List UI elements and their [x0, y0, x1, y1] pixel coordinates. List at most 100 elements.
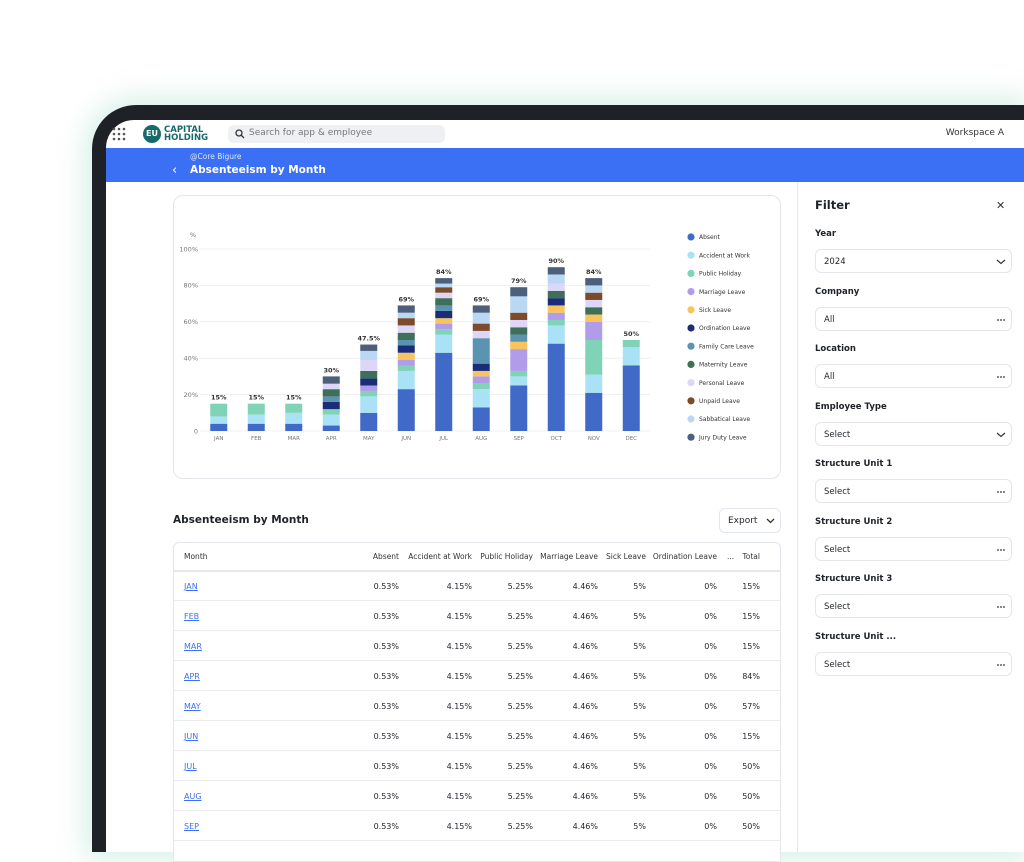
- table-cell: 0.53%: [373, 822, 399, 831]
- legend-label: Ordination Leave: [699, 325, 751, 332]
- month-link[interactable]: MAR: [184, 642, 202, 651]
- field-input[interactable]: Select: [815, 651, 1012, 676]
- month-link[interactable]: MAY: [184, 702, 201, 711]
- table-cell: 4.15%: [446, 822, 472, 831]
- table-cell: 0%: [704, 582, 717, 591]
- bar-segment: [435, 305, 453, 311]
- field-value: All: [824, 314, 835, 325]
- total-label: 69%: [398, 295, 414, 303]
- table-cell: 5%: [633, 702, 646, 711]
- bar-segment: [622, 340, 640, 348]
- field-icon: [996, 432, 1006, 437]
- bar-segment: [622, 365, 640, 431]
- table-cell: 4.46%: [572, 822, 598, 831]
- table-cell: 4.15%: [446, 612, 472, 621]
- bar-segment: [285, 403, 303, 413]
- month-link[interactable]: JUN: [184, 732, 199, 741]
- workspace[interactable]: Workspace A: [945, 128, 1004, 138]
- bar-segment: [397, 389, 415, 431]
- bar-segment: [585, 340, 603, 375]
- dot: [997, 318, 999, 321]
- bar-segment: [360, 370, 378, 379]
- legend-label: Accident at Work: [699, 252, 750, 259]
- bar-segment: [435, 287, 453, 293]
- table-cell: 0.53%: [373, 702, 399, 711]
- bar-segment: [585, 285, 603, 293]
- app-grid-icon[interactable]: [112, 127, 126, 141]
- x-tick-label: APR: [326, 436, 337, 442]
- bar-segment: [585, 278, 603, 286]
- field-input[interactable]: Select: [815, 594, 1012, 618]
- bar-segment: [435, 318, 453, 324]
- dot: [997, 663, 999, 666]
- field-value: Select: [824, 487, 851, 497]
- table-cell: 4.46%: [572, 732, 598, 741]
- field-value: 2024: [824, 257, 846, 267]
- bar-segment: [472, 389, 490, 408]
- table-cell: 5%: [633, 582, 646, 591]
- close-button[interactable]: ✕: [996, 199, 1006, 212]
- back-button[interactable]: ‹: [172, 163, 178, 178]
- bar-segment: [510, 312, 528, 320]
- table-cell: 5%: [633, 732, 646, 741]
- table-cell: 50%: [742, 792, 760, 801]
- field-input[interactable]: Select: [815, 479, 1012, 503]
- bar-segment: [510, 349, 528, 371]
- field-label: Year: [815, 229, 837, 239]
- table-cell: 0%: [704, 612, 717, 621]
- search-box[interactable]: Search for app & employee: [228, 125, 445, 143]
- table-cell: 4.15%: [446, 792, 472, 801]
- table-cell: 0.53%: [373, 672, 399, 681]
- field-icon: [997, 491, 1005, 493]
- bar-segment: [285, 423, 303, 431]
- table-cell: 15%: [742, 732, 760, 741]
- row-divider: [174, 840, 780, 841]
- dot: [1000, 318, 1002, 321]
- bar-segment: [360, 396, 378, 413]
- field-icon: [997, 376, 1005, 378]
- field-input[interactable]: Select: [815, 536, 1012, 561]
- dot: [1003, 318, 1005, 321]
- legend-label: Absent: [699, 234, 721, 241]
- column-header: Total: [742, 552, 760, 561]
- export-button[interactable]: Export: [719, 508, 781, 533]
- month-link[interactable]: APR: [184, 672, 200, 681]
- table-cell: 50%: [742, 762, 760, 771]
- bar-segment: [547, 290, 565, 299]
- table-cell: 57%: [742, 702, 760, 711]
- table-cell: 5%: [633, 672, 646, 681]
- table-cell: 0%: [704, 792, 717, 801]
- table-cell: 5.25%: [507, 702, 533, 711]
- bar-segment: [210, 423, 228, 431]
- row-divider: [174, 660, 780, 661]
- x-tick-label: DEC: [625, 436, 637, 442]
- field-input[interactable]: All: [815, 306, 1012, 331]
- dot: [1003, 548, 1005, 551]
- x-tick-label: OCT: [550, 436, 562, 442]
- month-link[interactable]: SEP: [184, 822, 199, 831]
- legend-marker: [687, 433, 695, 441]
- month-link[interactable]: JUL: [184, 762, 197, 771]
- month-link[interactable]: AUG: [184, 792, 202, 801]
- row-divider: [174, 720, 780, 721]
- breadcrumb[interactable]: @Core Bigure: [190, 152, 242, 161]
- field-input[interactable]: Select: [815, 421, 1012, 446]
- bar-segment: [547, 319, 565, 326]
- bar-segment: [510, 334, 528, 342]
- table-cell: 4.46%: [572, 672, 598, 681]
- bar-segment: [247, 403, 265, 415]
- month-link[interactable]: JAN: [184, 582, 198, 591]
- bar-segment: [510, 341, 528, 350]
- field-input[interactable]: 2024: [815, 249, 1012, 273]
- table-cell: 84%: [742, 672, 760, 681]
- table-cell: 4.46%: [572, 612, 598, 621]
- legend-label: Jury Duty Leave: [698, 434, 747, 441]
- bar-segment: [472, 305, 490, 313]
- table-cell: 4.46%: [572, 792, 598, 801]
- bar-segment: [322, 414, 340, 426]
- total-label: 15%: [211, 394, 227, 402]
- table-cell: 4.15%: [446, 732, 472, 741]
- filter-title: Filter: [815, 198, 850, 212]
- month-link[interactable]: FEB: [184, 612, 200, 621]
- field-input[interactable]: All: [815, 364, 1012, 388]
